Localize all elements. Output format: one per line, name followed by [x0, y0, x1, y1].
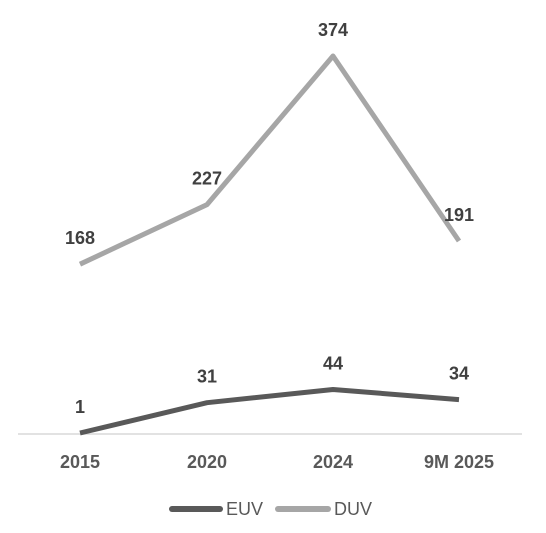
data-label-euv-0: 1	[75, 397, 85, 417]
data-label-duv-0: 168	[65, 228, 95, 248]
legend-label-duv: DUV	[334, 499, 372, 519]
data-label-euv-3: 34	[449, 364, 469, 384]
series-line-duv	[78, 53, 462, 267]
data-label-euv-1: 31	[197, 367, 217, 387]
x-tick-label-3: 9M 2025	[424, 452, 494, 472]
data-label-euv-2: 44	[323, 354, 343, 374]
data-label-duv-2: 374	[318, 20, 348, 40]
series-line-euv	[79, 387, 460, 436]
legend-label-euv: EUV	[226, 499, 263, 519]
data-label-duv-3: 191	[444, 205, 474, 225]
x-tick-label-1: 2020	[187, 452, 227, 472]
x-tick-label-2: 2024	[313, 452, 353, 472]
data-label-duv-1: 227	[192, 169, 222, 189]
x-tick-label-0: 2015	[60, 452, 100, 472]
